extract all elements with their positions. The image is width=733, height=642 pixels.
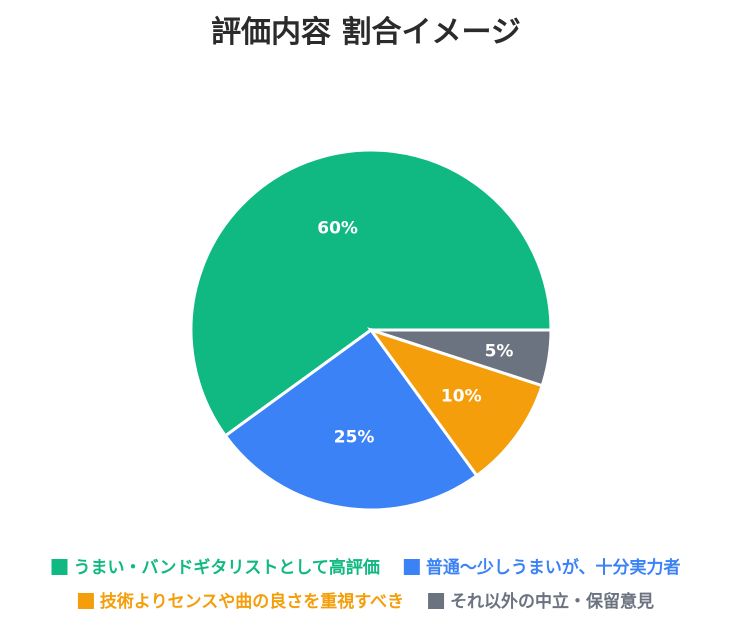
legend-swatch-1 (403, 559, 420, 575)
pie-slice-1 (223, 327, 479, 512)
slice-label-1: 25% (334, 428, 375, 448)
pie-slice-2 (367, 327, 545, 478)
legend-label-0: うまい・バンドギタリストとして高評価 (73, 557, 379, 578)
legend: うまい・バンドギタリストとして高評価 普通〜少しうまいが、十分実力者技術よりセンス… (51, 557, 681, 612)
legend-swatch-0 (51, 559, 68, 575)
pie-slice-0 (189, 148, 553, 438)
pie-slice-labels: 60% 25% 10% 5% (317, 218, 513, 447)
legend-label-1: 普通〜少しうまいが、十分実力者 (426, 557, 681, 578)
pie-slices (189, 148, 553, 512)
legend-swatch-2 (77, 593, 94, 609)
legend-swatch-3 (428, 593, 445, 609)
slice-label-2: 10% (441, 387, 482, 407)
legend-label-3: それ以外の中立・保留意見 (450, 591, 654, 612)
chart-title: 評価内容 割合イメージ (211, 15, 521, 50)
slice-label-0: 60% (317, 218, 358, 238)
pie-slice-3 (370, 328, 553, 388)
slice-label-3: 5% (485, 341, 514, 361)
legend-label-2: 技術よりセンスや曲の良さを重視すべき (100, 591, 404, 612)
